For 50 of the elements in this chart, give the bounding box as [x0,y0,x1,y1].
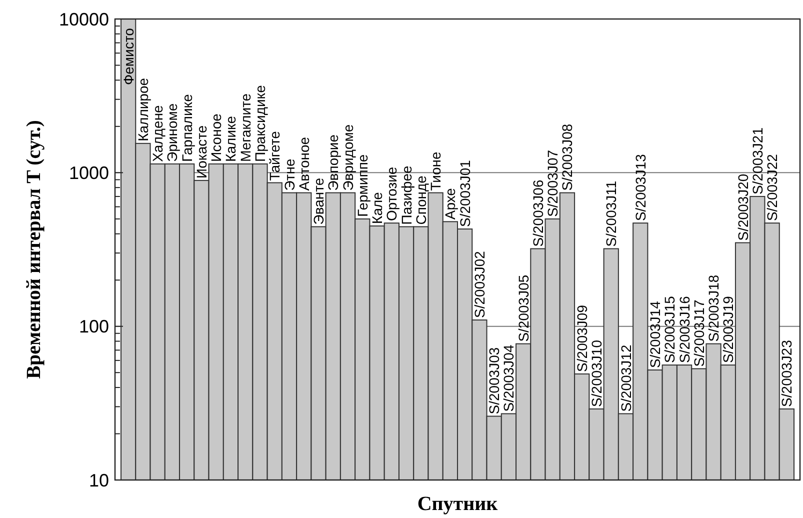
x-tick-label: S/2003J08 [559,124,576,191]
x-tick-label: S/2003J21 [749,127,766,194]
x-tick-label: Автоное [296,136,312,191]
x-tick-label: Тайгете [266,130,283,181]
x-tick-label: S/2003J04 [500,344,517,412]
x-tick-label: Праксидике [252,84,268,162]
x-tick-label: S/2003J05 [515,274,532,342]
x-tick-label: Исоное [208,113,224,162]
x-tick-label: Эвридоме [340,124,356,191]
x-tick-label: Каллирое [134,78,151,142]
x-axis-title: Спутник [417,493,498,515]
x-tick-label: Иокасте [193,125,210,178]
x-tick-label: S/2003J03 [486,347,502,414]
x-tick-label: S/2003J19 [720,296,736,364]
x-tick-label: Эриноме [164,103,180,162]
x-tick-label: Эвпорие [325,134,342,191]
x-tick-label: S/2003J07 [544,150,561,217]
x-tick-label: Фемисто [120,28,136,85]
x-tick-label: S/2003J02 [471,250,488,318]
x-tick-label: S/2003J17 [690,300,707,367]
x-tick-label: Этне [281,158,298,191]
x-tick-label: Кале [369,192,386,224]
x-tick-label: S/2003J22 [764,154,780,222]
x-tick-label: S/2003J15 [662,296,678,364]
x-tick-label: S/2003J12 [618,344,634,412]
x-tick-label: Тионе [428,151,444,191]
x-tick-label: Халдене [150,104,166,162]
x-tick-label: Ортозие [384,166,400,222]
x-tick-label: S/2003J06 [530,180,546,247]
y-tick-label: 10 [88,470,109,490]
x-tick-label: S/2003J13 [632,154,648,222]
x-tick-label: Архе [442,188,458,220]
x-tick-label: S/2003J10 [588,340,604,407]
x-tick-label: S/2003J18 [706,274,722,342]
x-tick-label: S/2003J14 [647,300,664,368]
x-tick-label: S/2003J16 [676,296,692,364]
x-tick-label: S/2003J09 [574,304,590,372]
x-tick-label: Гарпалике [178,94,195,162]
y-tick-label: 1000 [68,162,109,183]
y-axis-title: Временной интервал T (сут.) [23,120,45,379]
y-tick-label: 100 [78,316,109,337]
y-tick-label: 10000 [58,9,109,30]
x-tick-label: Пазифее [398,165,414,225]
x-tick-label: S/2003J01 [456,160,473,227]
x-tick-label: Калике [222,116,239,162]
x-tick-label: S/2003J20 [734,174,751,241]
x-tick-label: S/2003J23 [778,340,795,407]
x-tick-label: Мегаклите [237,93,254,162]
x-tick-label: S/2003J11 [603,180,620,247]
x-tick-label: Эванте [310,178,327,225]
